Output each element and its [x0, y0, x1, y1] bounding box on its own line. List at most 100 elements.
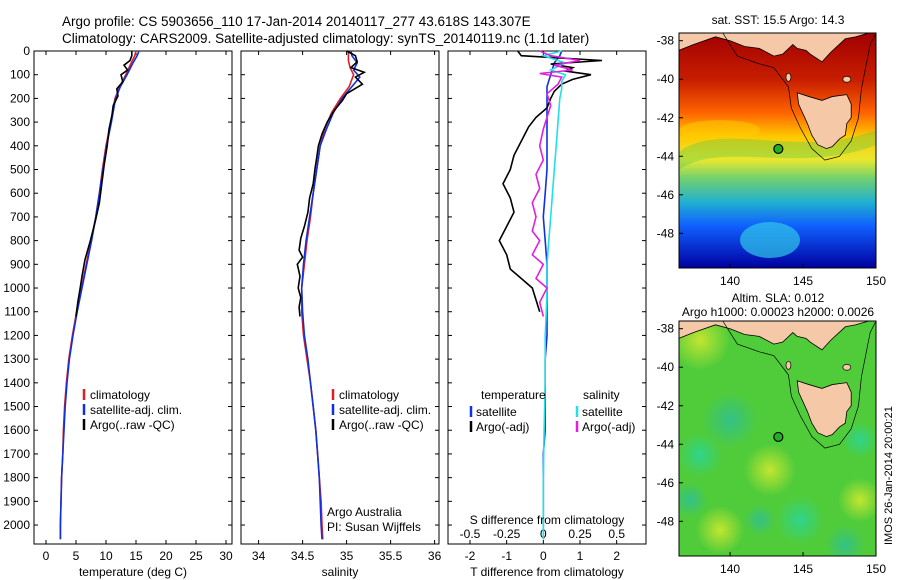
legend-label: climatology [339, 388, 399, 402]
map-y-tick-label: -42 [657, 399, 675, 413]
mainland-shape [679, 33, 876, 63]
sst-map-title: sat. SST: 15.5 Argo: 14.3 [712, 13, 845, 27]
temperature-panel: 0 5 10 15 20 25 300100200300400500600700800900… [3, 44, 233, 579]
map-y-tick-label: -38 [657, 322, 675, 336]
map-x-tick-label: 150 [866, 274, 886, 288]
map-x-tick-label: 140 [720, 274, 740, 288]
mainland-shape [679, 321, 876, 351]
y-tick-label: 1900 [3, 494, 30, 508]
legend-heading-salinity: salinity [583, 388, 620, 402]
island-shape [785, 72, 792, 82]
timestamp-watermark: IMOS 26-Jan-2014 20:00:21 [883, 406, 895, 545]
y-tick-label: 1000 [3, 281, 30, 295]
temperature-ticks: 0 5 10 15 20 25 300100200300400500600700800900… [3, 44, 233, 563]
map-x-tick-label: 145 [793, 562, 813, 576]
map-y-tick-label: -44 [657, 437, 675, 451]
series-line-satellite-adj-clim- [59, 50, 140, 540]
difference-panel: -2 -1 0 1 2-0.5 -0.25 0 0.25 0.5 temperature sali… [447, 50, 647, 579]
y-tick-label: 1300 [3, 352, 30, 366]
series-line-argo-raw-qc- [296, 50, 367, 317]
y-tick-label: 1700 [3, 447, 30, 461]
sst-front [680, 120, 760, 140]
argo-location-marker [773, 143, 784, 155]
legend-label: satellite [582, 405, 623, 419]
credit-line2: PI: Susan Wijffels [327, 520, 421, 534]
y-tick-label: 400 [10, 139, 30, 153]
sst-map-frame [678, 32, 877, 269]
salinity-xlabel: salinity [322, 565, 359, 579]
sst-coastline [679, 33, 876, 161]
map-y-tick-label: -40 [657, 360, 675, 374]
shelf-contour [722, 33, 876, 161]
x-tick-label: 34.5 [291, 549, 315, 563]
map-y-tick-label: -38 [657, 34, 675, 48]
map-y-tick-label: -46 [657, 476, 675, 490]
tasmania-shape [796, 92, 852, 150]
y-tick-label: 1400 [3, 376, 30, 390]
map-y-tick-label: -48 [657, 514, 675, 528]
credit-line1: Argo Australia [327, 505, 402, 519]
salinity-axes-frame [240, 50, 440, 545]
island-shape [785, 360, 792, 370]
x-tick-label-salinity: 0.5 [608, 527, 625, 541]
legend-label: satellite-adj. clim. [339, 403, 431, 417]
legend-label: climatology [90, 388, 150, 402]
map-x-tick-label: 150 [866, 562, 886, 576]
y-tick-label: 300 [10, 115, 30, 129]
sla-blob [776, 496, 824, 544]
x-tick-label: 25 [189, 549, 203, 563]
legend-label: satellite [476, 405, 517, 419]
map-y-tick-label: -42 [657, 111, 675, 125]
sla-blob [679, 482, 708, 518]
legend-label: satellite-adj. clim. [90, 403, 182, 417]
y-tick-label: 200 [10, 91, 30, 105]
sst-map-ticks: 140 145 150 -38 -40 -42 -44 -46 -48 [657, 34, 887, 288]
sla-map-frame [678, 320, 877, 557]
y-tick-label: 100 [10, 68, 30, 82]
y-tick-label: 800 [10, 234, 30, 248]
difference-xlabel-temperature: T difference from climatology [470, 565, 624, 579]
header-line2: Climatology: CARS2009. Satellite-adjuste… [62, 31, 589, 46]
y-tick-label: 500 [10, 163, 30, 177]
y-tick-label: 600 [10, 186, 30, 200]
map-y-tick-label: -48 [657, 226, 675, 240]
sla-blob [744, 504, 776, 536]
sla-map-panel: Altim. SLA: 0.012 Argo h1000: 0.00023 h2… [657, 291, 887, 576]
map-x-tick-label: 140 [720, 562, 740, 576]
argo-location-marker [773, 431, 784, 443]
island-shape [842, 75, 852, 83]
sst-eddy-warm [740, 222, 800, 258]
sla-blob [825, 525, 865, 556]
x-tick-label: 0 [540, 549, 547, 563]
difference-series [498, 50, 603, 540]
map-y-tick-label: -46 [657, 188, 675, 202]
x-tick-label: 34 [252, 549, 266, 563]
series-line-satellite [540, 50, 568, 540]
x-tick-label: 1 [577, 549, 584, 563]
sla-blob [744, 444, 796, 496]
x-tick-label: 0 [43, 549, 50, 563]
x-tick-label: 20 [159, 549, 173, 563]
sla-blob [838, 478, 876, 522]
sla-blob [702, 392, 758, 448]
y-tick-label: 0 [23, 44, 30, 58]
x-tick-label: 35.5 [379, 549, 403, 563]
x-tick-label: 30 [219, 549, 233, 563]
tasmania-shape [796, 380, 852, 438]
y-tick-label: 2000 [3, 518, 30, 532]
sst-map-panel: sat. SST: 15.5 Argo: 14.3 140 145 150 -38 -4… [657, 13, 887, 288]
y-tick-label: 900 [10, 257, 30, 271]
legend-label: Argo(-adj) [476, 420, 529, 434]
legend-label: Argo(..raw -QC) [90, 418, 175, 432]
map-x-tick-label: 145 [793, 274, 813, 288]
y-tick-label: 1100 [4, 305, 30, 319]
series-line-climatology [59, 50, 137, 540]
island-shape [842, 363, 852, 371]
x-tick-label: 36 [428, 549, 442, 563]
shelf-contour [722, 321, 876, 449]
y-tick-label: 1600 [3, 423, 30, 437]
y-tick-label: 1800 [3, 471, 30, 485]
